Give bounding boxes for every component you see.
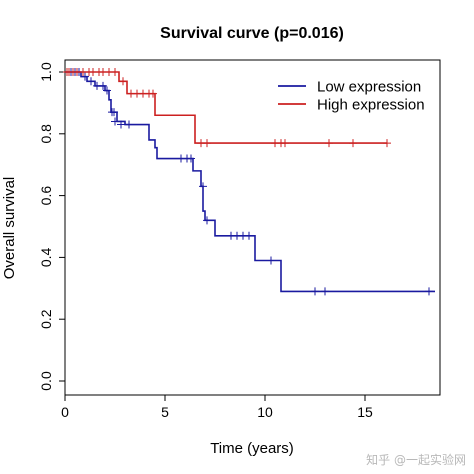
y-axis: 0.0 0.2 0.4 0.6 0.8 1.0 (38, 62, 65, 391)
x-tick-label: 15 (357, 404, 373, 420)
legend-label: High expression (317, 96, 425, 113)
y-tick-label: 1.0 (38, 62, 54, 82)
censor-mark (199, 182, 207, 191)
x-tick-label: 10 (257, 404, 273, 420)
censor-mark (203, 139, 211, 148)
censor-mark (149, 89, 157, 98)
x-tick-label: 5 (161, 404, 169, 420)
y-tick-label: 0.6 (38, 186, 54, 206)
censor-mark (321, 287, 329, 296)
censor-mark (111, 68, 119, 76)
censor-mark (119, 77, 127, 86)
censor-mark (325, 139, 333, 148)
censor-mark (110, 108, 118, 117)
y-tick-label: 0.8 (38, 124, 54, 144)
censor-mark (87, 77, 95, 86)
y-tick-label: 0.4 (38, 247, 54, 267)
censor-mark (203, 216, 211, 225)
x-tick-label: 0 (61, 404, 69, 420)
series-high-expression (63, 68, 391, 148)
chart-title: Survival curve (p=0.016) (160, 25, 344, 42)
censor-mark (103, 86, 111, 95)
y-tick-label: 0.0 (38, 371, 54, 391)
censor-mark (117, 120, 125, 129)
y-tick-label: 0.2 (38, 309, 54, 329)
x-axis: 0 5 10 15 (61, 395, 373, 420)
censor-mark (311, 287, 319, 296)
x-axis-label: Time (years) (210, 440, 294, 457)
censor-mark (383, 139, 391, 148)
censor-mark (81, 72, 89, 81)
censor-mark (245, 231, 253, 240)
censor-mark (99, 81, 107, 90)
legend-label: Low expression (317, 78, 421, 95)
censor-mark (281, 139, 289, 148)
censor-mark (111, 117, 119, 126)
censor-mark (267, 256, 275, 265)
censor-mark (349, 139, 357, 148)
censor-mark (187, 154, 195, 163)
watermark: 知乎 @一起实验网 (366, 453, 466, 467)
series-layer (63, 68, 435, 296)
censor-mark (425, 287, 433, 296)
censor-mark (125, 120, 133, 129)
plot-frame (64, 59, 441, 396)
y-axis-label: Overall survival (1, 177, 18, 280)
